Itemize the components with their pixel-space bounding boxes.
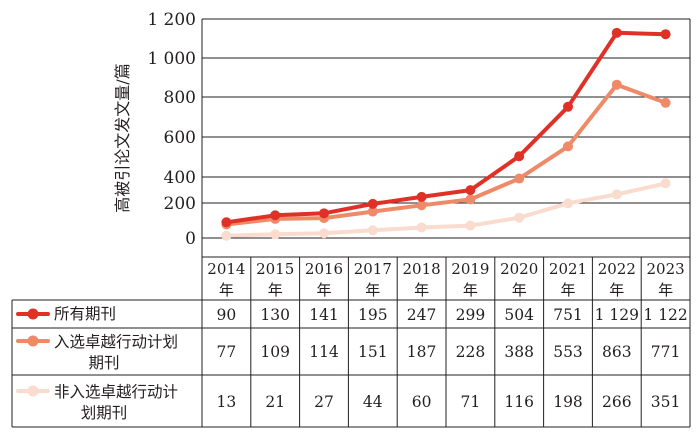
data-label: 247: [407, 306, 437, 324]
data-label: 13: [217, 393, 237, 411]
data-point: [514, 173, 525, 184]
data-point: [416, 200, 427, 211]
data-label: 151: [358, 343, 388, 361]
legend-label-1: 入选卓越行动计划: [54, 333, 178, 351]
x-tick-label: 2021: [549, 260, 587, 278]
data-point: [319, 208, 329, 219]
data-point: [563, 141, 573, 152]
data-label: 771: [651, 343, 681, 361]
data-label: 109: [260, 343, 290, 361]
x-tick-label: 2022: [598, 260, 636, 278]
data-label: 90: [217, 306, 237, 324]
data-point: [416, 191, 427, 202]
data-label: 228: [456, 343, 486, 361]
data-point: [221, 230, 232, 241]
data-label: 863: [602, 343, 632, 361]
data-point: [563, 198, 573, 209]
x-tick-label: 2020: [500, 260, 538, 278]
x-tick-label-suffix: 年: [658, 281, 673, 299]
legend-marker-0: [27, 308, 39, 320]
data-label: 114: [309, 343, 339, 361]
y-tick-label: 1 200: [147, 10, 196, 30]
data-label: 130: [260, 306, 290, 324]
y-tick-label: 200: [164, 194, 196, 214]
data-label: 1 122: [643, 306, 687, 324]
data-point: [367, 206, 378, 217]
data-label: 60: [412, 393, 432, 411]
series-line-1: [224, 82, 668, 227]
x-tick-label: 2014: [207, 260, 245, 278]
data-label: 351: [651, 393, 681, 411]
data-label: 388: [504, 343, 534, 361]
y-tick-label: 400: [164, 168, 196, 188]
data-point: [611, 79, 622, 90]
x-tick-label-suffix: 年: [268, 281, 283, 299]
data-point: [465, 185, 476, 196]
data-label: 71: [461, 393, 481, 411]
data-point: [367, 198, 378, 209]
data-label: 198: [553, 393, 583, 411]
data-point: [611, 189, 622, 200]
data-point: [514, 151, 525, 162]
data-label: 116: [504, 393, 534, 411]
x-tick-label: 2015: [256, 260, 294, 278]
data-label: 195: [358, 306, 388, 324]
data-label: 504: [504, 306, 534, 324]
y-tick-label: 800: [164, 88, 196, 108]
y-tick-label: 0: [185, 229, 196, 249]
data-point: [563, 101, 573, 112]
data-label: 1 129: [595, 306, 639, 324]
x-tick-label-suffix: 年: [316, 281, 331, 299]
data-point: [611, 27, 622, 38]
series-line-2: [224, 181, 668, 238]
x-tick-label: 2018: [403, 260, 441, 278]
data-label: 44: [363, 393, 383, 411]
data-point: [270, 210, 281, 221]
data-label: 27: [314, 393, 334, 411]
y-tick-label: 1 000: [147, 49, 196, 69]
x-tick-label-suffix: 年: [414, 281, 429, 299]
x-tick-label: 2016: [305, 260, 343, 278]
data-point: [416, 222, 427, 233]
x-tick-label-suffix: 年: [219, 281, 234, 299]
y-tick-label: 600: [164, 128, 196, 148]
data-point: [660, 178, 671, 189]
data-point: [270, 229, 281, 240]
data-point: [514, 212, 525, 223]
data-label: 266: [602, 393, 632, 411]
data-point: [221, 217, 232, 228]
legend-label-2-line2: 划期刊: [81, 404, 128, 422]
legend-label-0: 所有期刊: [54, 305, 116, 323]
data-point: [660, 97, 671, 108]
x-tick-label-suffix: 年: [365, 281, 380, 299]
data-point: [319, 228, 329, 239]
x-tick-label: 2017: [354, 260, 392, 278]
x-tick-label-suffix: 年: [463, 281, 478, 299]
data-label: 21: [265, 393, 285, 411]
data-label: 299: [456, 306, 486, 324]
data-label: 187: [407, 343, 437, 361]
data-point: [660, 29, 671, 40]
x-tick-label-suffix: 年: [560, 281, 575, 299]
data-label: 751: [553, 306, 583, 324]
x-tick-label-suffix: 年: [512, 281, 527, 299]
x-tick-label-suffix: 年: [609, 281, 624, 299]
data-point: [465, 220, 476, 231]
legend-label-2: 非入选卓越行动计: [54, 383, 178, 401]
data-point: [465, 194, 476, 205]
data-label: 553: [553, 343, 583, 361]
legend-marker-1: [27, 335, 39, 347]
x-tick-label: 2023: [647, 260, 685, 278]
legend-marker-2: [27, 385, 39, 397]
series-line-0: [224, 30, 668, 225]
data-label: 77: [217, 343, 237, 361]
y-axis-title: 高被引论文发文量/篇: [113, 63, 132, 212]
data-point: [367, 225, 378, 236]
legend-label-1-line2: 期刊: [88, 354, 119, 372]
data-label: 141: [309, 306, 339, 324]
x-tick-label: 2019: [451, 260, 489, 278]
